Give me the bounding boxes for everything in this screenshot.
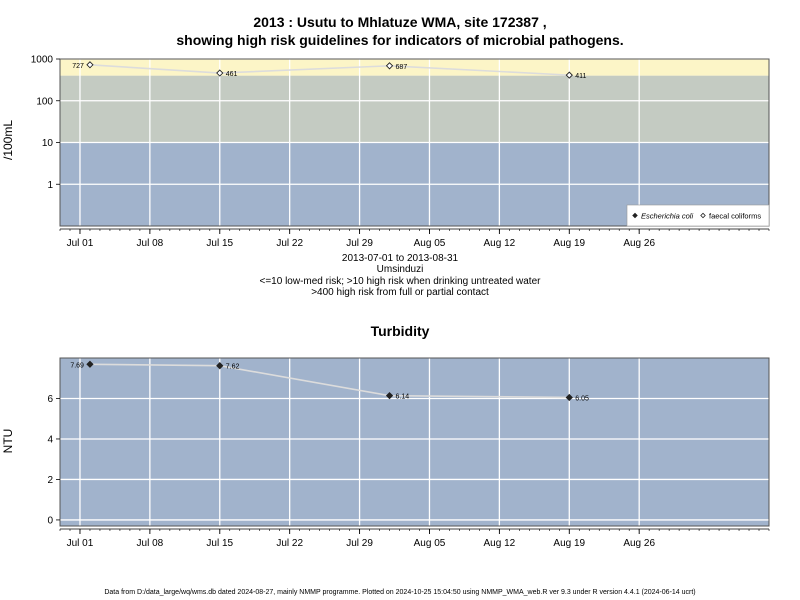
bottom-data-point-0 [86, 360, 94, 368]
bottom-x-tick-label-0: Jul 01 [67, 538, 94, 549]
turbidity-title: Turbidity [370, 323, 430, 339]
footer-note: Data from D:/data_large/wq/wms.db dated … [104, 589, 696, 596]
top-x-tick-label-7: Aug 19 [553, 238, 585, 249]
bottom-series-line-0 [89, 363, 570, 399]
bottom-y-tick-label-0: 0 [47, 515, 53, 526]
bottom-data-label-0: 7.69 [70, 362, 84, 369]
bottom-plot-background [60, 358, 769, 526]
bottom-plot-frame [59, 357, 770, 527]
top-risk-band-1 [60, 75, 769, 143]
top-x-tick-label-6: Aug 12 [484, 238, 516, 249]
bottom-y-tick-label-3: 6 [47, 394, 53, 405]
top-legend: Escherichia coli faecal coliforms [626, 204, 770, 227]
legend-marker-0 [632, 212, 638, 219]
top-x-tick-label-5: Aug 05 [414, 238, 446, 249]
bottom-data-point-2 [385, 392, 394, 400]
info-guideline-drinking: <=10 low-med risk; >10 high risk when dr… [259, 276, 541, 287]
info-site-name: Umsinduzi [376, 264, 424, 275]
bottom-y-tick-label-1: 2 [47, 475, 53, 486]
top-y-tick-label-1: 10 [42, 138, 54, 149]
bottom-x-tick-label-6: Aug 12 [484, 538, 516, 549]
top-data-point-3 [565, 71, 573, 79]
bottom-x-tick-label-7: Aug 19 [553, 538, 585, 549]
top-data-label-1: 461 [226, 71, 238, 78]
top-data-label-3: 411 [575, 73, 586, 80]
top-x-tick-label-4: Jul 29 [346, 238, 373, 249]
top-x-tick-label-3: Jul 22 [276, 238, 303, 249]
top-data-point-2 [385, 62, 394, 70]
top-y-tick-label-3: 1000 [31, 55, 54, 66]
bottom-x-tick-label-4: Jul 29 [346, 538, 373, 549]
top-x-tick-label-0: Jul 01 [67, 238, 94, 249]
legend-label-0: Escherichia coli [641, 211, 693, 220]
chart-title-line-2: showing high risk guidelines for indicat… [176, 32, 624, 48]
bottom-data-label-1: 7.62 [226, 364, 240, 371]
bottom-y-axis-label: NTU [1, 428, 15, 454]
top-y-tick-label-0: 1 [47, 180, 53, 191]
top-x-tick-label-8: Aug 26 [623, 238, 655, 249]
bottom-x-tick-label-3: Jul 22 [276, 538, 303, 549]
top-data-label-0: 727 [72, 63, 84, 70]
bottom-data-point-3 [565, 393, 573, 402]
bottom-data-label-3: 6.05 [575, 395, 589, 402]
chart-title-line-1: 2013 : Usutu to Mhlatuze WMA, site 17238… [253, 14, 547, 30]
top-x-tick-label-1: Jul 08 [137, 238, 164, 249]
info-date-range: 2013-07-01 to 2013-08-31 [341, 253, 459, 264]
bottom-x-tick-label-8: Aug 26 [623, 538, 655, 549]
bottom-data-point-1 [216, 362, 224, 370]
bottom-x-tick-label-5: Aug 05 [414, 538, 446, 549]
top-data-point-0 [86, 61, 94, 69]
bottom-y-tick-label-2: 4 [47, 434, 53, 445]
bottom-x-tick-label-2: Jul 15 [206, 538, 233, 549]
legend-label-1: faecal coliforms [709, 211, 761, 220]
top-series-line-0 [89, 63, 570, 76]
bottom-data-label-2: 6.14 [396, 394, 410, 401]
top-y-tick-label-2: 100 [36, 96, 53, 107]
top-x-tick-label-2: Jul 15 [206, 238, 233, 249]
bottom-x-tick-label-1: Jul 08 [137, 538, 164, 549]
info-guideline-contact: >400 high risk from full or partial cont… [311, 287, 489, 298]
top-data-point-1 [216, 69, 224, 77]
top-legend-box [626, 204, 770, 227]
top-y-axis-label: /100mL [1, 119, 15, 161]
legend-marker-1 [700, 212, 706, 219]
top-data-label-2: 687 [396, 64, 408, 71]
